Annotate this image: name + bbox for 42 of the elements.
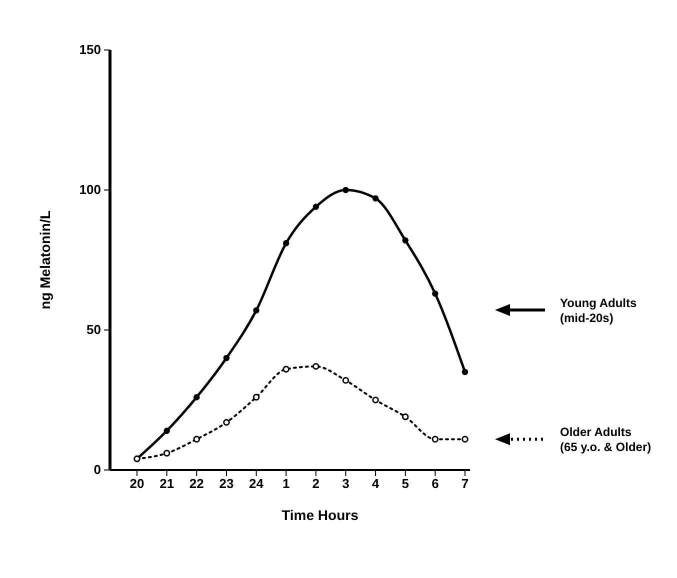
point: [282, 366, 290, 373]
legend-label: Young Adults (mid-20s): [560, 296, 637, 325]
x-tick-label: 24: [249, 476, 264, 492]
x-tick-label: 3: [342, 476, 350, 492]
point: [342, 186, 349, 194]
point: [372, 195, 379, 202]
x-tick-label: 1: [282, 476, 290, 492]
point: [402, 237, 409, 244]
x-tick-label: 21: [160, 476, 174, 492]
x-tick-label: 4: [372, 476, 380, 492]
x-tick-label: 20: [130, 476, 144, 492]
x-tick-label: 23: [219, 476, 234, 492]
x-tick-label: 6: [432, 476, 439, 492]
y-tick-label: 150: [79, 42, 101, 58]
point: [193, 436, 200, 443]
point: [312, 204, 320, 210]
point: [312, 363, 320, 370]
y-tick-label: 50: [86, 322, 101, 338]
x-tick-label: 5: [402, 476, 409, 492]
point: [372, 396, 379, 404]
point: [164, 428, 170, 434]
point: [223, 354, 230, 362]
x-axis-title: Time Hours: [282, 507, 359, 523]
point: [432, 290, 438, 297]
point: [282, 240, 290, 246]
point: [432, 436, 439, 443]
legend-label: Older Adults (65 y.o. & Older): [560, 425, 652, 454]
point: [252, 394, 260, 401]
y-tick-label: 0: [94, 462, 101, 478]
point: [342, 377, 350, 384]
x-tick-label: 2: [312, 476, 320, 492]
y-axis-title: ng Melatonin/L: [37, 210, 53, 310]
point: [402, 413, 409, 420]
point: [462, 436, 468, 443]
x-tick-label: 22: [189, 476, 204, 492]
point: [462, 368, 468, 376]
point: [163, 450, 170, 457]
x-tick-label: 7: [461, 476, 469, 492]
y-tick-label: 100: [79, 182, 101, 198]
point: [223, 419, 230, 426]
point: [253, 307, 260, 314]
point: [193, 394, 200, 400]
